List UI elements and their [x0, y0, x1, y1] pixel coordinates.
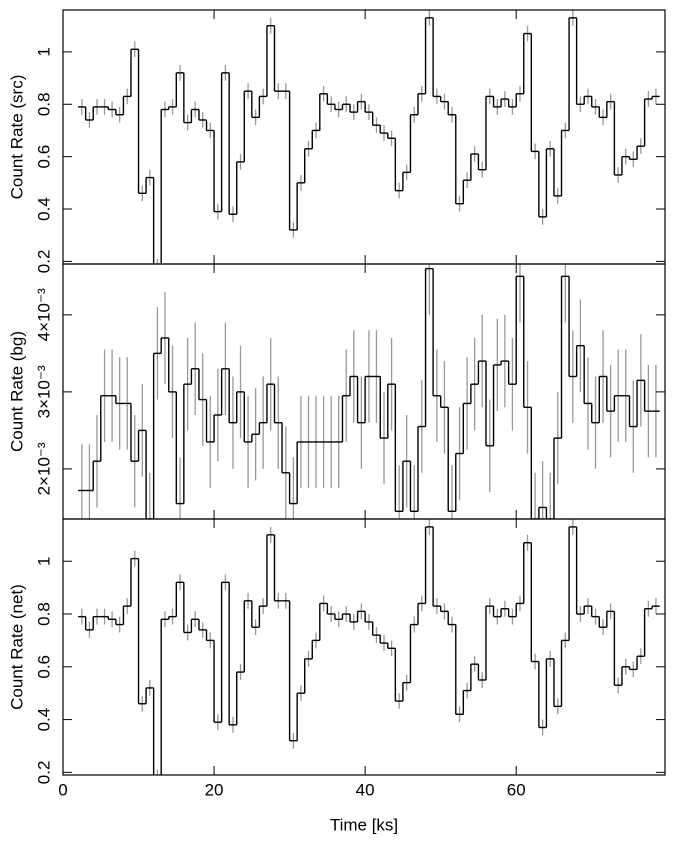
y-tick-label: 0.2: [34, 761, 53, 785]
y-tick-label: 0.4: [34, 197, 53, 221]
y-tick-label: 1: [34, 556, 53, 565]
x-tick-label: 40: [356, 780, 375, 799]
y-tick-label: 0.6: [34, 145, 53, 169]
plot-area: [78, 264, 660, 519]
x-tick-label: 20: [205, 780, 224, 799]
x-tick-label: 0: [58, 780, 67, 799]
y-tick-label: 0.4: [34, 708, 53, 732]
plot-area: [78, 10, 660, 264]
plot-area: [78, 519, 660, 775]
y-axis-label: Count Rate (net): [7, 584, 26, 710]
x-axis-label: Time [ks]: [330, 815, 398, 834]
y-axis-label: Count Rate (src): [7, 75, 26, 200]
y-tick-label: 1: [34, 47, 53, 56]
x-tick-label: 60: [507, 780, 526, 799]
y-tick-label: 0.8: [34, 602, 53, 626]
y-tick-label: 3×10⁻³: [34, 365, 53, 418]
y-tick-label: 0.8: [34, 92, 53, 116]
y-tick-label: 2×10⁻³: [34, 442, 53, 495]
y-tick-label: 4×10⁻³: [34, 288, 53, 341]
y-axis-label: Count Rate (bg): [7, 331, 26, 452]
y-tick-label: 0.6: [34, 655, 53, 679]
frame: [62, 518, 666, 776]
y-tick-label: 0.2: [34, 250, 53, 274]
